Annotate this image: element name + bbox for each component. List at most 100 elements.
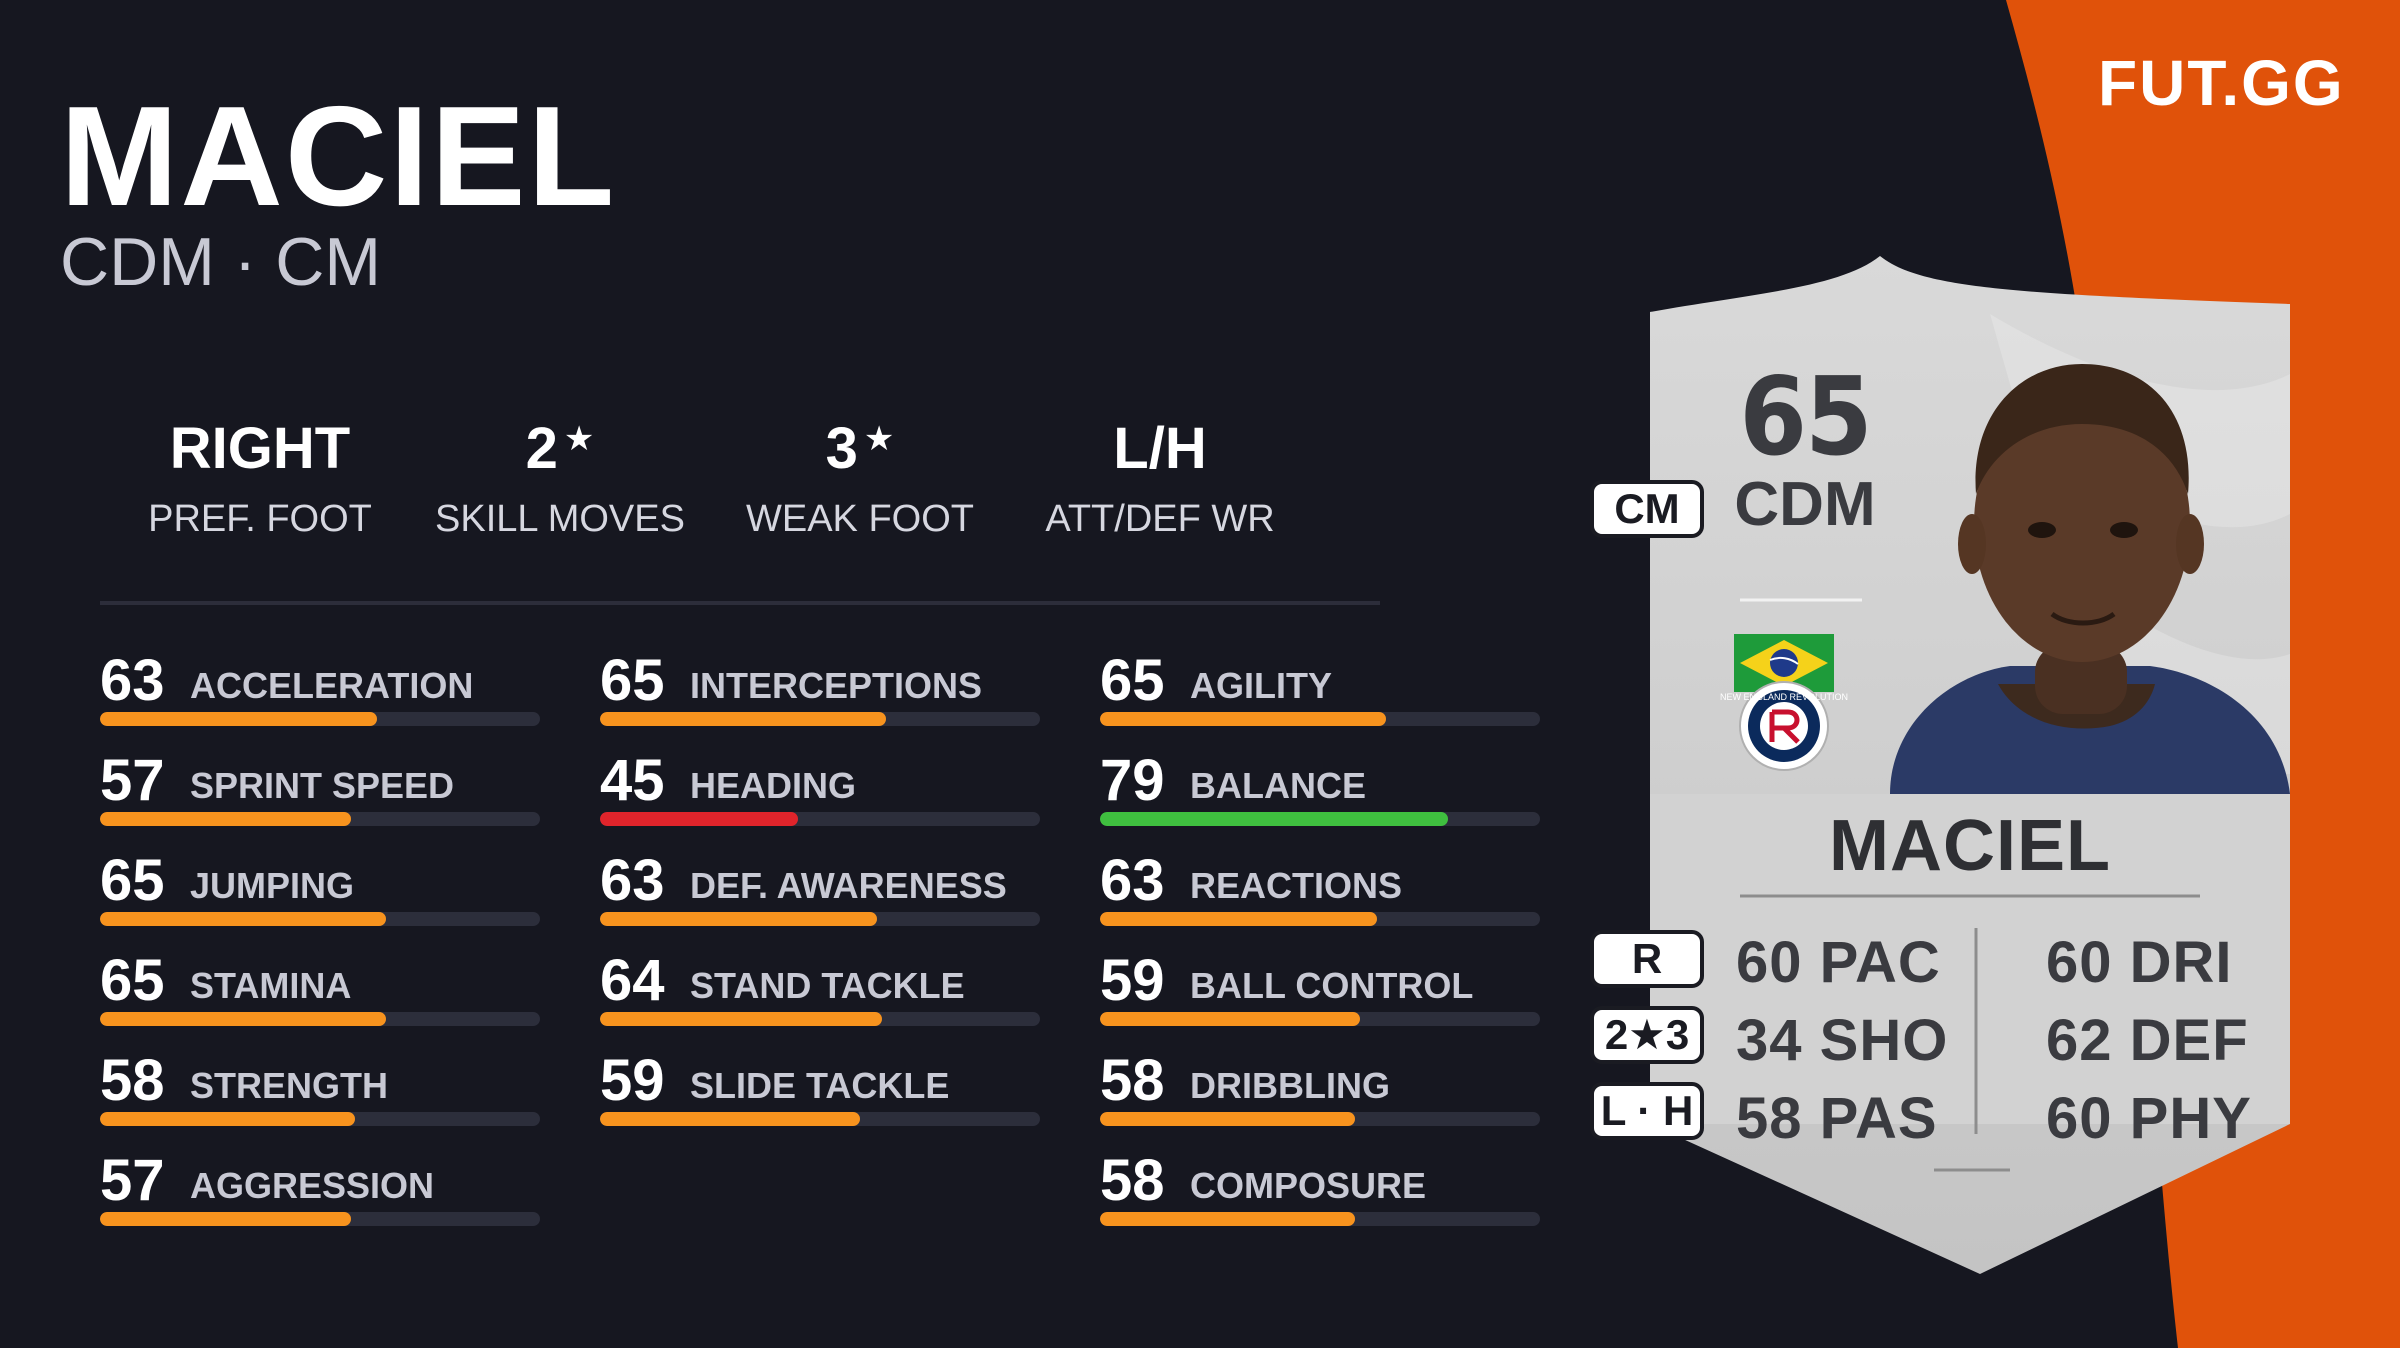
attribute-pref-foot: RIGHT PREF. FOOT — [120, 420, 400, 541]
stat-bar-fill — [100, 912, 386, 926]
section-divider — [100, 601, 1380, 605]
stat-value: 65 — [1100, 648, 1165, 713]
preferred-foot-pill: R — [1590, 930, 1704, 988]
stat-bar-fill — [100, 812, 351, 826]
stat-bar-fill — [1100, 812, 1448, 826]
stat-stamina: 65 STAMINA — [100, 952, 540, 1042]
stat-label: ACCELERATION — [190, 665, 474, 706]
stat-bar-track — [100, 1112, 540, 1126]
stat-value: 45 — [600, 748, 665, 813]
stat-label: BALANCE — [1190, 765, 1366, 806]
stat-aggression: 57 AGGRESSION — [100, 1152, 540, 1242]
new-england-revolution-crest-icon: NEW ENGLAND REVOLUTION — [1720, 681, 1848, 771]
stat-label: COMPOSURE — [1190, 1165, 1427, 1206]
stat-bar-fill — [600, 712, 886, 726]
stat-bar-track — [100, 912, 540, 926]
stat-bar-track — [1100, 1012, 1540, 1026]
card-stat-pas: 58 PAS — [1736, 1086, 1938, 1151]
attribute-weak-foot: 3 ★ WEAK FOOT — [720, 420, 1000, 541]
stat-bar-track — [1100, 1112, 1540, 1126]
alt-position-pill: CM — [1590, 480, 1704, 538]
attribute-label: SKILL MOVES — [435, 498, 685, 540]
stat-label: STAND TACKLE — [690, 965, 965, 1006]
stat-bar-track — [1100, 1212, 1540, 1226]
stat-bar-track — [600, 712, 1040, 726]
stat-label: AGGRESSION — [190, 1165, 435, 1206]
stat-value: 57 — [100, 1148, 165, 1213]
stat-bar-track — [100, 1012, 540, 1026]
stat-label: SPRINT SPEED — [190, 765, 455, 806]
attribute-label: WEAK FOOT — [746, 498, 974, 540]
stat-bar-fill — [1100, 912, 1378, 926]
card-stat-pac: 60 PAC — [1736, 930, 1941, 995]
card-stat-phy: 60 PHY — [2046, 1086, 2252, 1151]
stat-bar-track — [600, 912, 1040, 926]
stat-value: 64 — [600, 948, 665, 1013]
work-rate-pill: L · H — [1590, 1082, 1704, 1140]
stat-reactions: 63 REACTIONS — [1100, 852, 1540, 942]
stat-composure: 58 COMPOSURE — [1100, 1152, 1540, 1242]
stat-value: 58 — [100, 1048, 165, 1113]
stat-stand-tackle: 64 STAND TACKLE — [600, 952, 1040, 1042]
card-stat-sho: 34 SHO — [1736, 1008, 1949, 1073]
stat-bar-track — [1100, 712, 1540, 726]
stat-value: 58 — [1100, 1048, 1165, 1113]
stat-value: 63 — [100, 648, 165, 713]
attribute-work-rate: L/H ATT/DEF WR — [1020, 420, 1300, 541]
player-photo — [1890, 364, 2290, 794]
stat-jumping: 65 JUMPING — [100, 852, 540, 942]
attribute-label: ATT/DEF WR — [1045, 498, 1275, 540]
star-icon: ★ — [863, 420, 895, 458]
star-icon: ★ — [563, 420, 595, 458]
stat-value: 57 — [100, 748, 165, 813]
stat-bar-track — [600, 1012, 1040, 1026]
card-stat-def: 62 DEF — [2046, 1008, 2249, 1073]
stat-interceptions: 65 INTERCEPTIONS — [600, 652, 1040, 742]
stat-value: 79 — [1100, 748, 1165, 813]
fut-gg-logo[interactable]: FUT.GG — [2098, 47, 2345, 119]
stat-def-awareness: 63 DEF. AWARENESS — [600, 852, 1040, 942]
player-positions: CDM · CM — [60, 224, 382, 300]
stat-bar-fill — [600, 812, 798, 826]
player-name: MACIEL — [60, 77, 617, 236]
attribute-value: RIGHT — [169, 416, 351, 481]
card-shape: NEW ENGLAND REVOLUTION — [1650, 256, 2290, 1274]
skill-weak-foot-pill: 2★3 — [1590, 1006, 1704, 1064]
stat-bar-track — [100, 812, 540, 826]
attribute-skill-moves: 2 ★ SKILL MOVES — [420, 420, 700, 541]
stat-bar-fill — [600, 1112, 860, 1126]
stat-value: 65 — [100, 848, 165, 913]
card-rating: 65 — [1739, 355, 1872, 480]
attribute-value: 2 ★ — [525, 416, 595, 481]
stat-value: 65 — [100, 948, 165, 1013]
stat-label: HEADING — [690, 765, 857, 806]
stat-balance: 79 BALANCE — [1100, 752, 1540, 842]
stat-acceleration: 63 ACCELERATION — [100, 652, 540, 742]
stat-label: DEF. AWARENESS — [690, 865, 1007, 906]
stat-bar-track — [100, 1212, 540, 1226]
stat-bar-fill — [100, 712, 378, 726]
stat-agility: 65 AGILITY — [1100, 652, 1540, 742]
card-stat-dri: 60 DRI — [2046, 930, 2233, 995]
card-player-name: MACIEL — [1829, 806, 2111, 886]
attribute-value: 3 ★ — [825, 416, 895, 481]
attribute-value: L/H — [1113, 416, 1207, 481]
stat-bar-track — [100, 712, 540, 726]
stat-bar-track — [1100, 912, 1540, 926]
stat-bar-track — [600, 812, 1040, 826]
stat-value: 58 — [1100, 1148, 1165, 1213]
stat-ball-control: 59 BALL CONTROL — [1100, 952, 1540, 1042]
stat-slide-tackle: 59 SLIDE TACKLE — [600, 1052, 1040, 1142]
stat-label: INTERCEPTIONS — [690, 665, 983, 706]
stat-label: SLIDE TACKLE — [690, 1065, 950, 1106]
stat-sprint-speed: 57 SPRINT SPEED — [100, 752, 540, 842]
stat-bar-fill — [600, 1012, 882, 1026]
stat-label: JUMPING — [190, 865, 355, 906]
stat-bar-fill — [1100, 1012, 1360, 1026]
stat-label: STAMINA — [190, 965, 352, 1006]
stat-label: STRENGTH — [190, 1065, 388, 1106]
stat-bar-fill — [1100, 1112, 1356, 1126]
stat-bar-track — [600, 1112, 1040, 1126]
player-card[interactable]: NEW ENGLAND REVOLUTION 65 CDM MACIEL 60 … — [1590, 254, 2310, 1274]
stat-label: REACTIONS — [1190, 865, 1403, 906]
